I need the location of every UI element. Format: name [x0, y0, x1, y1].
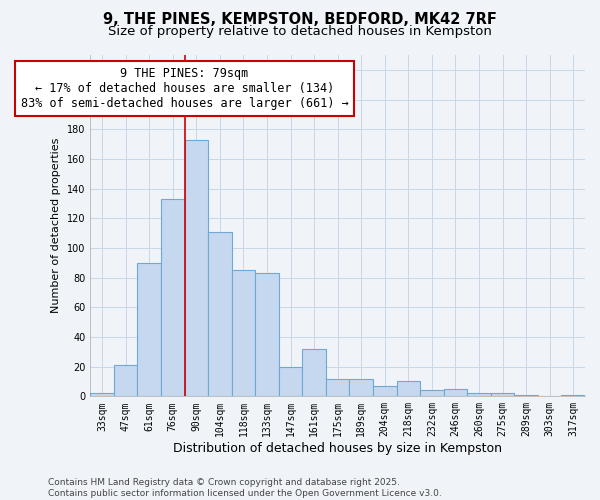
- Bar: [114, 365, 137, 396]
- Bar: [562, 395, 585, 396]
- Bar: [255, 273, 279, 396]
- Bar: [373, 386, 397, 396]
- Bar: [349, 378, 373, 396]
- Text: Size of property relative to detached houses in Kempston: Size of property relative to detached ho…: [108, 25, 492, 38]
- Bar: [232, 270, 255, 396]
- Text: 9, THE PINES, KEMPSTON, BEDFORD, MK42 7RF: 9, THE PINES, KEMPSTON, BEDFORD, MK42 7R…: [103, 12, 497, 28]
- Bar: [491, 394, 514, 396]
- Bar: [420, 390, 443, 396]
- Bar: [161, 199, 185, 396]
- Bar: [279, 366, 302, 396]
- Bar: [397, 382, 420, 396]
- X-axis label: Distribution of detached houses by size in Kempston: Distribution of detached houses by size …: [173, 442, 502, 455]
- Bar: [467, 394, 491, 396]
- Y-axis label: Number of detached properties: Number of detached properties: [51, 138, 61, 314]
- Bar: [514, 395, 538, 396]
- Bar: [208, 232, 232, 396]
- Bar: [91, 394, 114, 396]
- Bar: [137, 263, 161, 396]
- Bar: [443, 389, 467, 396]
- Bar: [185, 140, 208, 396]
- Text: 9 THE PINES: 79sqm
← 17% of detached houses are smaller (134)
83% of semi-detach: 9 THE PINES: 79sqm ← 17% of detached hou…: [20, 67, 349, 110]
- Text: Contains HM Land Registry data © Crown copyright and database right 2025.
Contai: Contains HM Land Registry data © Crown c…: [48, 478, 442, 498]
- Bar: [326, 378, 349, 396]
- Bar: [302, 349, 326, 397]
